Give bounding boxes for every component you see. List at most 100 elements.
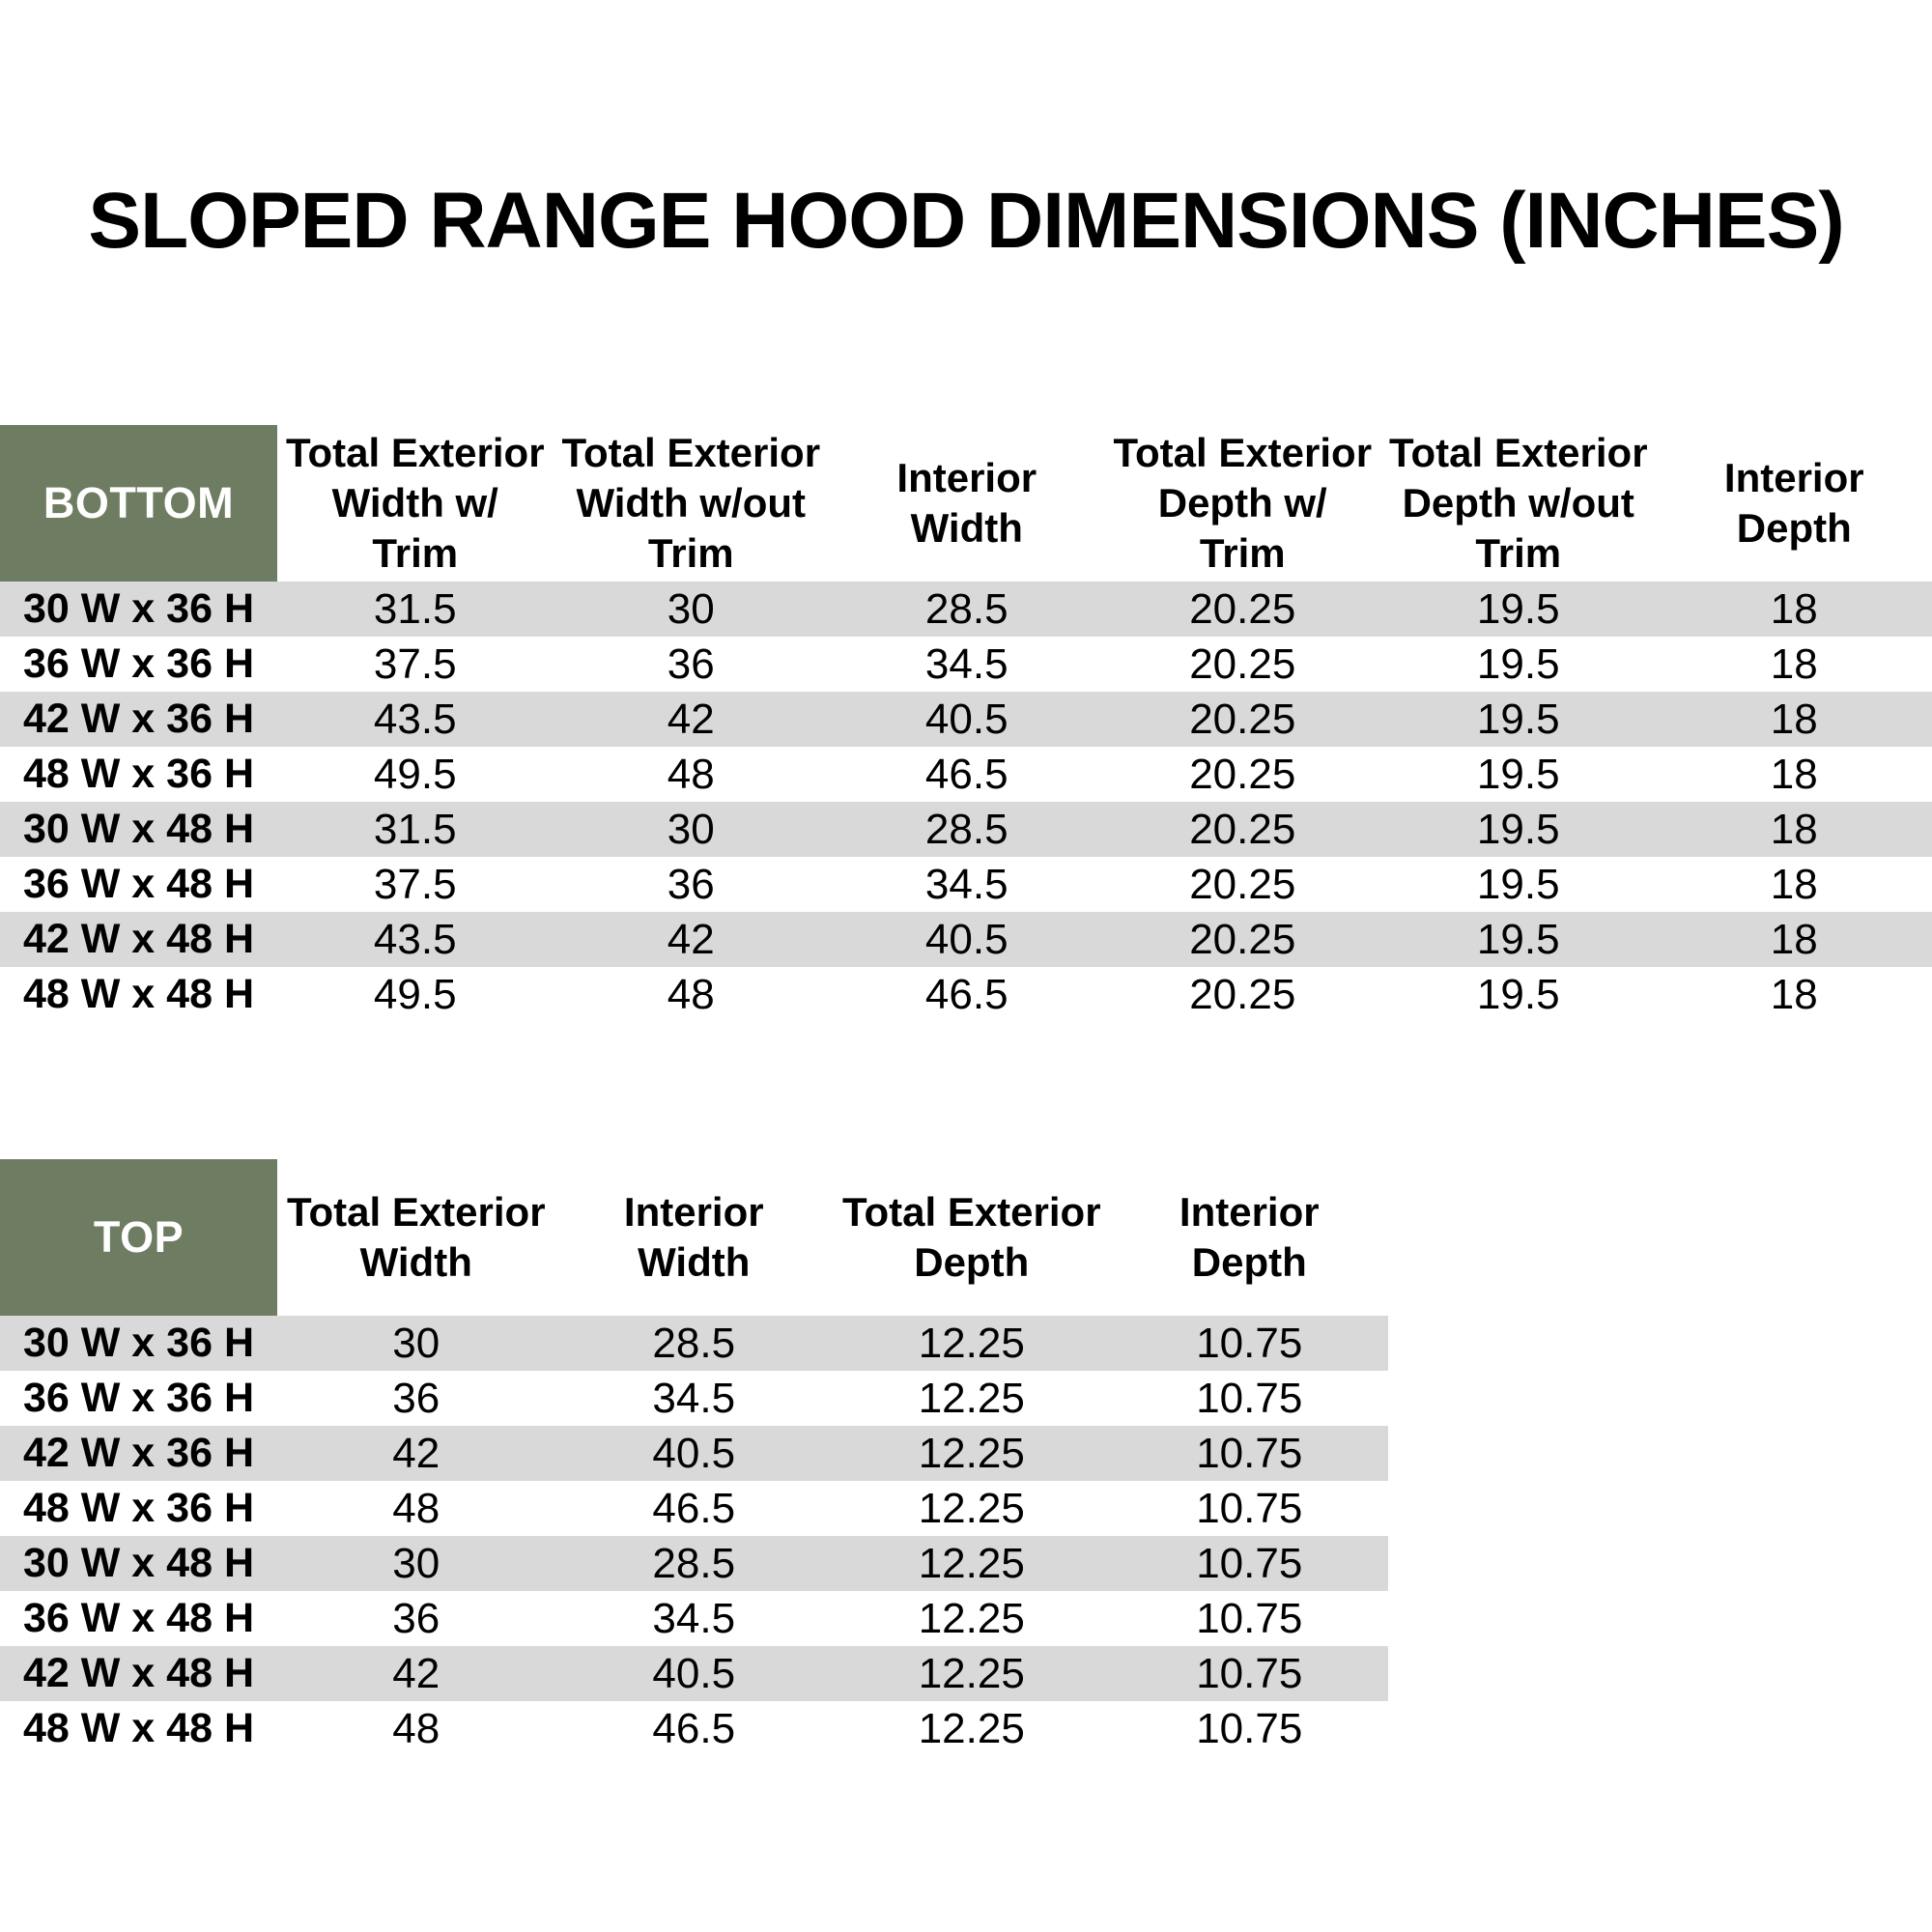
table-row: 36 W x 36 H 36 34.5 12.25 10.75 xyxy=(0,1371,1388,1426)
row-label: 48 W x 36 H xyxy=(23,1485,254,1531)
value-cell: 10.75 xyxy=(1196,1374,1303,1422)
column-header-cell: Interior Width xyxy=(896,455,1037,551)
value-cell: 20.25 xyxy=(1189,750,1296,798)
value-cell: 10.75 xyxy=(1196,1429,1303,1477)
value-cell: 36 xyxy=(392,1594,440,1642)
value-cell: 30 xyxy=(667,805,715,853)
value-cell: 34.5 xyxy=(652,1594,736,1642)
table-row: 48 W x 36 H 48 46.5 12.25 10.75 xyxy=(0,1481,1388,1536)
top-table-body: 30 W x 36 H 30 28.5 12.25 10.75 36 W x 36 H 36… xyxy=(0,1316,1388,1756)
value-cell: 18 xyxy=(1770,750,1818,798)
value-cell: 20.25 xyxy=(1189,639,1296,688)
value-cell: 48 xyxy=(392,1704,440,1752)
value-cell: 18 xyxy=(1770,639,1818,688)
value-cell: 20.25 xyxy=(1189,970,1296,1018)
value-cell: 40.5 xyxy=(924,915,1009,963)
value-cell: 19.5 xyxy=(1476,860,1560,908)
value-cell: 19.5 xyxy=(1476,750,1560,798)
table-row: 36 W x 48 H 36 34.5 12.25 10.75 xyxy=(0,1591,1388,1646)
value-cell: 12.25 xyxy=(918,1539,1025,1587)
value-cell: 40.5 xyxy=(652,1649,736,1697)
row-label: 36 W x 36 H xyxy=(23,640,254,687)
row-label: 30 W x 36 H xyxy=(23,1320,254,1366)
value-cell: 18 xyxy=(1770,695,1818,743)
row-label: 42 W x 48 H xyxy=(23,916,254,962)
value-cell: 40.5 xyxy=(652,1429,736,1477)
value-cell: 46.5 xyxy=(652,1484,736,1532)
value-cell: 49.5 xyxy=(373,970,457,1018)
column-header-cell: Interior Depth xyxy=(1179,1189,1320,1285)
value-cell: 28.5 xyxy=(652,1319,736,1367)
value-cell: 28.5 xyxy=(924,805,1009,853)
value-cell: 18 xyxy=(1770,915,1818,963)
value-cell: 42 xyxy=(667,915,715,963)
column-header-cell: Total Exterior Depth w/out Trim xyxy=(1388,430,1648,576)
value-cell: 46.5 xyxy=(652,1704,736,1752)
value-cell: 42 xyxy=(667,695,715,743)
value-cell: 12.25 xyxy=(918,1484,1025,1532)
value-cell: 12.25 xyxy=(918,1374,1025,1422)
value-cell: 42 xyxy=(392,1429,440,1477)
value-cell: 10.75 xyxy=(1196,1594,1303,1642)
value-cell: 12.25 xyxy=(918,1429,1025,1477)
value-cell: 18 xyxy=(1770,970,1818,1018)
table-row: 30 W x 36 H 31.5 30 28.5 20.25 19.5 18 xyxy=(0,582,1932,637)
row-label: 30 W x 36 H xyxy=(23,585,254,632)
row-label: 36 W x 48 H xyxy=(23,861,254,907)
table-row: 48 W x 48 H 49.5 48 46.5 20.25 19.5 18 xyxy=(0,967,1932,1022)
value-cell: 19.5 xyxy=(1476,915,1560,963)
table-row: 30 W x 48 H 30 28.5 12.25 10.75 xyxy=(0,1536,1388,1591)
value-cell: 28.5 xyxy=(924,584,1009,633)
table-row: 30 W x 36 H 30 28.5 12.25 10.75 xyxy=(0,1316,1388,1371)
value-cell: 19.5 xyxy=(1476,805,1560,853)
value-cell: 10.75 xyxy=(1196,1484,1303,1532)
row-label: 42 W x 36 H xyxy=(23,1430,254,1476)
value-cell: 18 xyxy=(1770,860,1818,908)
table-row: 42 W x 48 H 42 40.5 12.25 10.75 xyxy=(0,1646,1388,1701)
row-label: 42 W x 36 H xyxy=(23,696,254,742)
value-cell: 36 xyxy=(667,639,715,688)
value-cell: 20.25 xyxy=(1189,695,1296,743)
value-cell: 48 xyxy=(667,750,715,798)
value-cell: 31.5 xyxy=(373,805,457,853)
row-label: 30 W x 48 H xyxy=(23,806,254,852)
column-header-cell: Interior Depth xyxy=(1723,455,1864,551)
row-label: 42 W x 48 H xyxy=(23,1650,254,1696)
table-row: 36 W x 48 H 37.5 36 34.5 20.25 19.5 18 xyxy=(0,857,1932,912)
value-cell: 48 xyxy=(392,1484,440,1532)
value-cell: 43.5 xyxy=(373,915,457,963)
top-dimensions-table: TOP Total Exterior Width Interior Width To… xyxy=(0,1159,1388,1756)
value-cell: 34.5 xyxy=(924,860,1009,908)
bottom-dimensions-table: BOTTOM Total Exterior Width w/ Trim Total… xyxy=(0,425,1932,1022)
value-cell: 42 xyxy=(392,1649,440,1697)
value-cell: 20.25 xyxy=(1189,805,1296,853)
row-label: 48 W x 36 H xyxy=(23,751,254,797)
value-cell: 20.25 xyxy=(1189,860,1296,908)
row-label: 36 W x 36 H xyxy=(23,1375,254,1421)
value-cell: 20.25 xyxy=(1189,915,1296,963)
value-cell: 19.5 xyxy=(1476,695,1560,743)
value-cell: 31.5 xyxy=(373,584,457,633)
value-cell: 46.5 xyxy=(924,750,1009,798)
column-header-cell: Total Exterior Width w/out Trim xyxy=(561,430,821,576)
value-cell: 49.5 xyxy=(373,750,457,798)
value-cell: 37.5 xyxy=(373,860,457,908)
row-label: 36 W x 48 H xyxy=(23,1595,254,1641)
row-label: 30 W x 48 H xyxy=(23,1540,254,1586)
value-cell: 10.75 xyxy=(1196,1539,1303,1587)
value-cell: 34.5 xyxy=(652,1374,736,1422)
value-cell: 12.25 xyxy=(918,1319,1025,1367)
table-row: 30 W x 48 H 31.5 30 28.5 20.25 19.5 18 xyxy=(0,802,1932,857)
bottom-table-corner-cell: BOTTOM xyxy=(0,425,277,582)
value-cell: 36 xyxy=(392,1374,440,1422)
bottom-table-body: 30 W x 36 H 31.5 30 28.5 20.25 19.5 18 36 W x 3… xyxy=(0,582,1932,1022)
value-cell: 30 xyxy=(392,1539,440,1587)
table-row: 36 W x 36 H 37.5 36 34.5 20.25 19.5 18 xyxy=(0,637,1932,692)
top-table-corner-cell: TOP xyxy=(0,1159,277,1316)
row-label: 48 W x 48 H xyxy=(23,971,254,1017)
value-cell: 46.5 xyxy=(924,970,1009,1018)
bottom-table-header-row: BOTTOM Total Exterior Width w/ Trim Total… xyxy=(0,425,1932,582)
value-cell: 28.5 xyxy=(652,1539,736,1587)
value-cell: 34.5 xyxy=(924,639,1009,688)
column-header-cell: Total Exterior Width xyxy=(286,1189,546,1285)
